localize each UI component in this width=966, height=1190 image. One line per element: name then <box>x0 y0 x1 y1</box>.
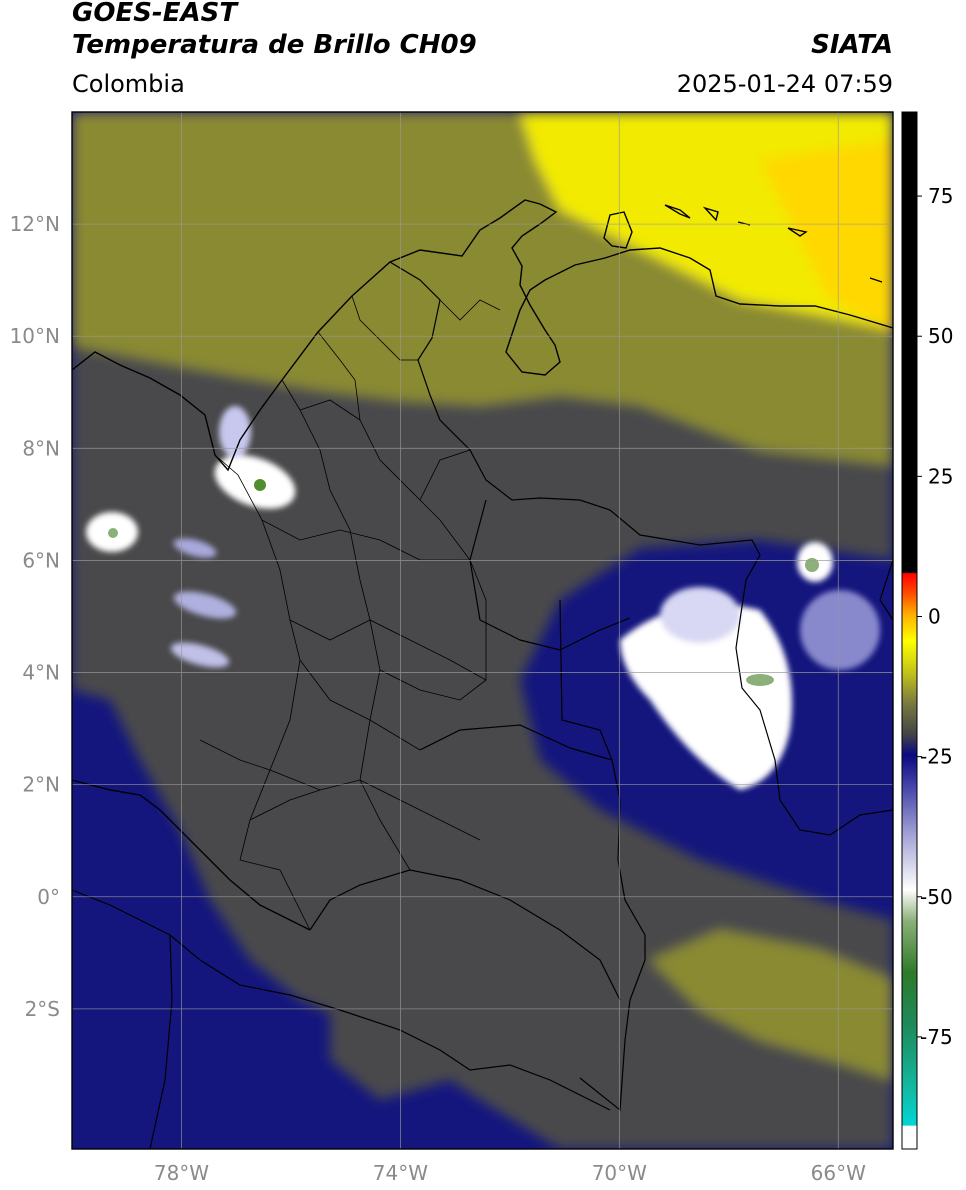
colorbar: 75 50 25 0 -25 -50 -75 <box>901 111 953 1150</box>
lat-tick-label: 2°S <box>25 997 60 1021</box>
colorbar-bar <box>901 111 918 1150</box>
colorbar-tick-label: 75 <box>928 184 953 208</box>
colorbar-ticks <box>917 195 922 1038</box>
colorbar-tick-label: -75 <box>920 1025 953 1049</box>
lon-tick-label: 66°W <box>811 1161 866 1185</box>
satellite-title: GOES-EAST <box>72 0 238 28</box>
region-label: Colombia <box>72 70 185 98</box>
colorbar-tick-label: 50 <box>928 324 953 348</box>
lat-tick-label: 6°N <box>22 548 60 572</box>
colorbar-tick-label: -25 <box>920 745 953 769</box>
map-imagery <box>72 112 893 1149</box>
colorbar-tick-label: 25 <box>928 464 953 488</box>
lon-tick-label: 78°W <box>154 1161 209 1185</box>
lon-tick-label: 74°W <box>373 1161 428 1185</box>
coastlines <box>72 199 893 931</box>
organization-label: SIATA <box>811 30 893 60</box>
olive-south-patch <box>650 930 893 1080</box>
product-title: Temperatura de Brillo CH09 <box>72 30 477 60</box>
lat-tick-label: 8°N <box>22 436 60 460</box>
colorbar-tick-label: 0 <box>928 604 941 628</box>
timestamp-label: 2025-01-24 07:59 <box>676 70 893 98</box>
lat-tick-label: 12°N <box>10 212 60 236</box>
department-borders <box>199 295 501 931</box>
lat-tick-label: 0° <box>37 885 60 909</box>
gridlines <box>72 112 893 1149</box>
lon-tick-label: 70°W <box>592 1161 647 1185</box>
lat-tick-label: 2°N <box>22 773 60 797</box>
colorbar-tick-label: -50 <box>920 885 953 909</box>
lat-tick-label: 4°N <box>22 661 60 685</box>
map-frame <box>71 111 894 1150</box>
longitude-axis: 78°W 74°W 70°W 66°W <box>154 1161 866 1185</box>
lat-tick-label: 10°N <box>10 324 60 348</box>
bright-yellow-patch <box>760 140 893 330</box>
latitude-axis: 12°N 10°N 8°N 6°N 4°N 2°N 0° 2°S <box>10 212 60 1021</box>
cold-tops <box>108 479 819 686</box>
cloud-field <box>72 112 893 1149</box>
